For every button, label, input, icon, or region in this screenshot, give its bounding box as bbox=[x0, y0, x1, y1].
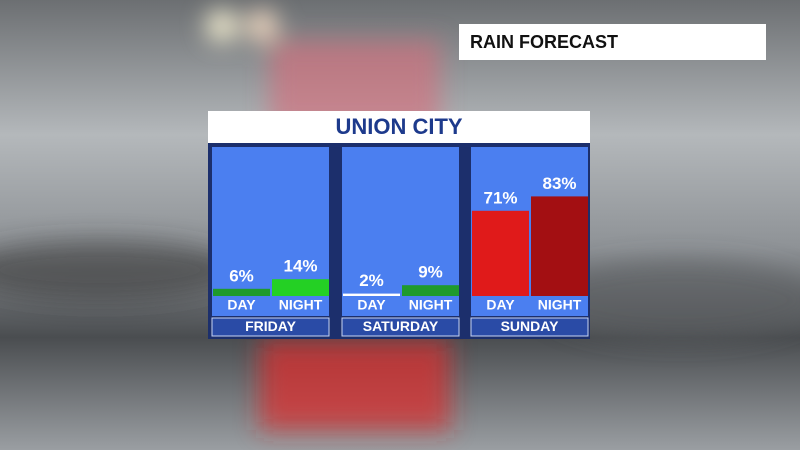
category-label: SATURDAY bbox=[363, 318, 439, 334]
bar-label: DAY bbox=[227, 297, 256, 313]
bar-label: NIGHT bbox=[279, 297, 323, 313]
value-label: 14% bbox=[283, 257, 317, 276]
header-title: RAIN FORECAST bbox=[470, 32, 618, 52]
header-box bbox=[459, 24, 766, 60]
bar bbox=[402, 285, 459, 296]
bar bbox=[531, 196, 588, 296]
category-box bbox=[341, 317, 460, 337]
bar bbox=[472, 210, 529, 296]
background-blur bbox=[0, 10, 800, 430]
value-label: 83% bbox=[542, 174, 576, 193]
bar bbox=[343, 293, 400, 296]
value-label: 71% bbox=[483, 188, 517, 207]
bar-label: NIGHT bbox=[409, 297, 453, 313]
category-box bbox=[211, 317, 330, 337]
category-box bbox=[470, 317, 589, 337]
value-label: 6% bbox=[229, 266, 254, 285]
category-label: SUNDAY bbox=[501, 318, 559, 334]
bar-label: DAY bbox=[357, 297, 386, 313]
bar bbox=[272, 279, 329, 296]
title-box bbox=[208, 111, 590, 143]
bar-label: NIGHT bbox=[538, 297, 582, 313]
value-label: 9% bbox=[418, 263, 443, 282]
chart-title: UNION CITY bbox=[335, 114, 462, 139]
bar bbox=[213, 288, 270, 296]
plot: FRIDAY 6% DAY 14% NIGHT SATURDAY 2% DAY 9% NIGHT S… bbox=[211, 147, 589, 337]
value-label: 2% bbox=[359, 271, 384, 290]
category-label: FRIDAY bbox=[245, 318, 296, 334]
bar-label: DAY bbox=[486, 297, 515, 313]
